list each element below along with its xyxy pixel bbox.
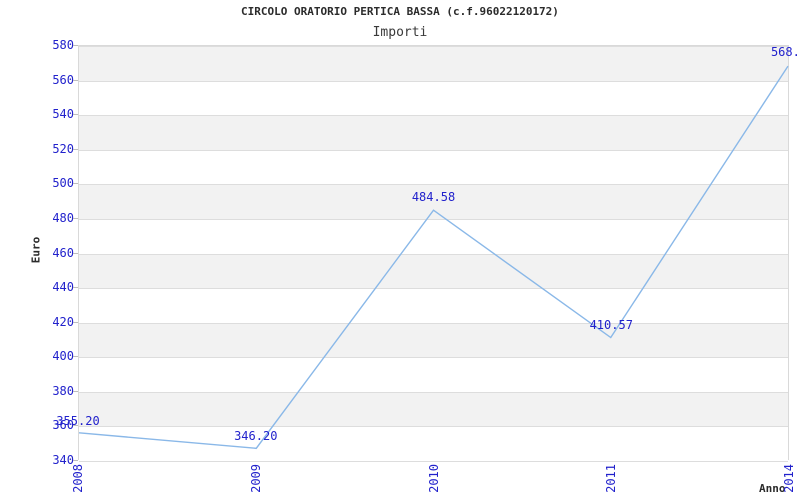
background-band <box>79 357 788 392</box>
y-tick-label: 420 <box>52 314 74 329</box>
chart-subtitle: Importi <box>372 25 428 40</box>
background-band <box>79 253 788 289</box>
y-axis-tick-labels: 340 360 380 400 420 440 460 480 500 520 540 560 580 <box>30 38 74 467</box>
gridline <box>79 322 788 324</box>
background-band <box>79 149 788 185</box>
y-tick-mark <box>73 45 78 46</box>
background-band <box>79 115 788 150</box>
y-tick-label: 380 <box>52 383 74 398</box>
data-point-label: 355.20 <box>56 413 100 428</box>
x-axis-title: Anno <box>759 482 786 495</box>
y-tick-label: 560 <box>52 72 74 87</box>
gridline <box>79 80 788 82</box>
x-tick-label: 2008 <box>71 464 85 493</box>
y-tick-label: 540 <box>52 107 74 122</box>
y-tick-mark <box>73 356 78 358</box>
y-tick-mark <box>73 217 78 219</box>
y-tick-label: 580 <box>52 38 74 52</box>
y-tick-label: 480 <box>52 210 74 225</box>
background-band <box>79 80 788 116</box>
gridline <box>79 426 788 428</box>
gridline <box>79 461 788 462</box>
gridline <box>79 149 788 151</box>
y-tick-label: 360 <box>52 418 74 433</box>
y-tick-label: 500 <box>52 176 74 191</box>
data-point-label: 568.3 <box>770 45 800 60</box>
gridline <box>79 46 788 47</box>
gridline <box>79 184 788 186</box>
data-series-line <box>79 46 788 459</box>
y-tick-mark <box>73 252 78 254</box>
y-tick-label: 520 <box>52 141 74 156</box>
chart-title: CIRCOLO ORATORIO PERTICA BASSA (c.f.9602… <box>241 5 559 18</box>
y-tick-mark <box>73 287 78 289</box>
data-point-label: 346.20 <box>234 429 278 444</box>
data-point-label: 410.57 <box>589 317 633 332</box>
series-polyline <box>79 66 788 448</box>
y-tick-label: 460 <box>52 245 74 260</box>
y-tick-mark <box>73 183 78 185</box>
x-axis-tick-labels: 2008 2009 2010 2011 2014 <box>0 464 800 504</box>
gridline <box>79 253 788 255</box>
x-tick-label: 2010 <box>426 464 441 493</box>
background-band <box>79 46 788 81</box>
gridline <box>79 357 788 359</box>
y-tick-mark <box>73 114 78 116</box>
background-band <box>79 322 788 358</box>
data-point-label: 484.58 <box>411 189 456 204</box>
y-tick-mark <box>73 79 78 81</box>
y-tick-label: 340 <box>52 453 74 467</box>
background-band <box>79 184 788 219</box>
y-tick-mark <box>73 460 78 461</box>
y-tick-label: 440 <box>52 280 74 295</box>
plot-area <box>78 45 789 462</box>
y-tick-mark <box>73 390 78 392</box>
background-band <box>79 391 788 427</box>
gridline <box>79 391 788 393</box>
y-tick-mark <box>73 425 78 427</box>
y-tick-mark <box>73 321 78 323</box>
x-tick-label: 2014 <box>782 464 796 493</box>
gridline <box>79 288 788 290</box>
gridline <box>79 115 788 117</box>
background-band <box>79 288 788 323</box>
gridline <box>79 218 788 220</box>
x-tick-label: 2009 <box>248 464 263 493</box>
y-tick-label: 400 <box>52 349 74 364</box>
y-tick-mark <box>73 148 78 150</box>
x-tick-label: 2011 <box>604 464 619 493</box>
